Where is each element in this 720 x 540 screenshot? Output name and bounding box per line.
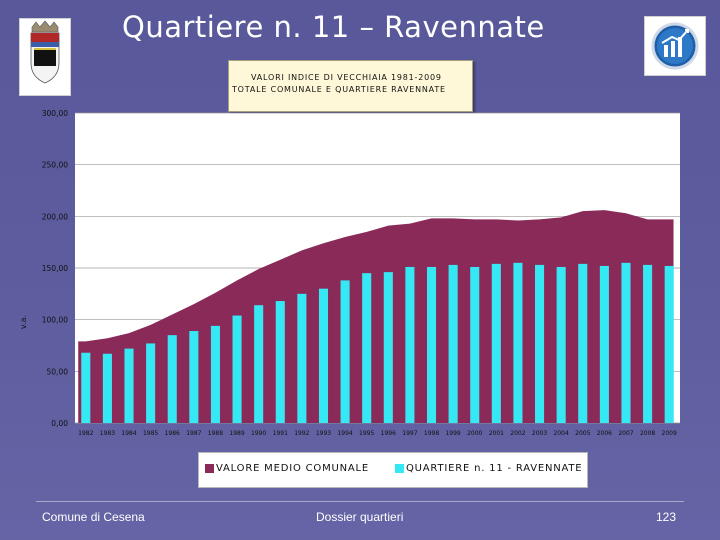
footer-left-text: Comune di Cesena bbox=[42, 510, 145, 524]
x-tick-label: 1988 bbox=[208, 430, 223, 437]
x-tick-labels: 1982 1983 1984 1985 1986 1987 1988 1989 1990 1991… bbox=[78, 430, 677, 437]
x-tick-label: 2007 bbox=[618, 430, 633, 437]
x-tick-label: 1992 bbox=[294, 430, 309, 437]
y-axis-label: v.a. bbox=[19, 315, 28, 329]
x-tick-label: 2005 bbox=[575, 430, 590, 437]
y-tick-label: 200,00 bbox=[42, 212, 68, 221]
slide-title: Quartiere n. 11 – Ravennate bbox=[122, 10, 545, 44]
chart-title-line-2: TOTALE COMUNALE E QUARTIERE RAVENNATE bbox=[232, 85, 446, 94]
x-tick-label: 1986 bbox=[165, 430, 180, 437]
x-tick-label: 2008 bbox=[640, 430, 655, 437]
legend: VALORE MEDIO COMUNALE QUARTIERE n. 11 - … bbox=[198, 452, 588, 488]
x-tick-label: 1989 bbox=[229, 430, 244, 437]
y-tick-label: 100,00 bbox=[42, 316, 68, 325]
x-tick-label: 1985 bbox=[143, 430, 158, 437]
x-tick-label: 1998 bbox=[424, 430, 439, 437]
ravennate-bar bbox=[426, 266, 437, 423]
chart-title-box: VALORI INDICE DI VECCHIAIA 1981-2009 TOT… bbox=[228, 60, 473, 112]
page-number: 123 bbox=[656, 510, 677, 524]
y-tick-label: 0,00 bbox=[51, 419, 68, 428]
ravennate-bar bbox=[146, 343, 156, 423]
ravennate-bar bbox=[643, 264, 653, 423]
ravennate-bar bbox=[513, 262, 523, 423]
x-tick-label: 1991 bbox=[273, 430, 288, 437]
y-tick-label: 300,00 bbox=[42, 109, 68, 118]
ravennate-bar bbox=[491, 263, 501, 423]
y-tick-labels: 0,00 50,00 100,00 150,00 200,00 250,00 300,00 bbox=[42, 109, 68, 428]
x-tick-label: 2006 bbox=[597, 430, 612, 437]
footer-divider bbox=[36, 501, 684, 502]
x-tick-label: 1996 bbox=[381, 430, 396, 437]
ravennate-bar bbox=[535, 264, 545, 423]
legend-label-ravennate: QUARTIERE n. 11 - RAVENNATE bbox=[406, 463, 583, 474]
ravennate-bar bbox=[210, 325, 220, 423]
x-tick-label: 1999 bbox=[445, 430, 460, 437]
x-tick-label: 1984 bbox=[121, 430, 136, 437]
chart-logo-icon bbox=[644, 16, 706, 76]
ravennate-bar bbox=[578, 263, 588, 423]
y-tick-label: 250,00 bbox=[42, 161, 68, 170]
ravennate-bar bbox=[254, 305, 264, 423]
ravennate-bar bbox=[599, 265, 609, 423]
coat-of-arms-icon bbox=[19, 18, 71, 96]
ravennate-bar bbox=[664, 265, 674, 423]
ravennate-bar bbox=[405, 266, 415, 423]
x-tick-label: 1993 bbox=[316, 430, 331, 437]
footer-center-text: Dossier quartieri bbox=[316, 510, 404, 524]
ravennate-bar bbox=[621, 262, 631, 423]
legend-swatch-ravennate bbox=[395, 464, 404, 473]
ravennate-bar bbox=[362, 273, 372, 423]
x-tick-label: 1995 bbox=[359, 430, 374, 437]
legend-label-comunale: VALORE MEDIO COMUNALE bbox=[216, 463, 370, 474]
ravennate-bar bbox=[448, 264, 458, 423]
legend-swatch-comunale bbox=[205, 464, 214, 473]
ravennate-bar bbox=[340, 280, 350, 423]
ravennate-bar bbox=[470, 266, 480, 423]
ravennate-bar bbox=[232, 315, 242, 423]
x-tick-label: 1994 bbox=[337, 430, 352, 437]
ravennate-bar bbox=[275, 301, 285, 423]
x-tick-label: 1982 bbox=[78, 430, 93, 437]
ravennate-bar bbox=[189, 331, 199, 423]
ravennate-bar-series bbox=[81, 262, 674, 423]
x-tick-label: 1983 bbox=[100, 430, 115, 437]
x-tick-label: 2001 bbox=[489, 430, 504, 437]
ravennate-bar bbox=[383, 272, 393, 423]
x-tick-label: 2003 bbox=[532, 430, 547, 437]
ravennate-bar bbox=[102, 353, 112, 423]
ravennate-bar bbox=[318, 288, 329, 423]
chart-title-line-1: VALORI INDICE DI VECCHIAIA 1981-2009 bbox=[251, 73, 442, 82]
x-tick-label: 2004 bbox=[554, 430, 569, 437]
ravennate-bar bbox=[81, 352, 91, 423]
x-tick-label: 1987 bbox=[186, 430, 201, 437]
x-tick-label: 2009 bbox=[662, 430, 677, 437]
x-tick-label: 2002 bbox=[510, 430, 525, 437]
ravennate-bar bbox=[167, 335, 177, 423]
y-tick-label: 50,00 bbox=[47, 367, 69, 376]
ravennate-bar bbox=[124, 348, 134, 423]
x-tick-label: 1997 bbox=[402, 430, 417, 437]
comunale-area-series bbox=[78, 210, 674, 423]
x-tick-label: 1990 bbox=[251, 430, 266, 437]
x-tick-label: 2000 bbox=[467, 430, 482, 437]
y-tick-label: 150,00 bbox=[42, 264, 68, 273]
ravennate-bar bbox=[556, 266, 566, 423]
comunale-area bbox=[78, 210, 674, 423]
ravennate-bar bbox=[297, 293, 307, 423]
